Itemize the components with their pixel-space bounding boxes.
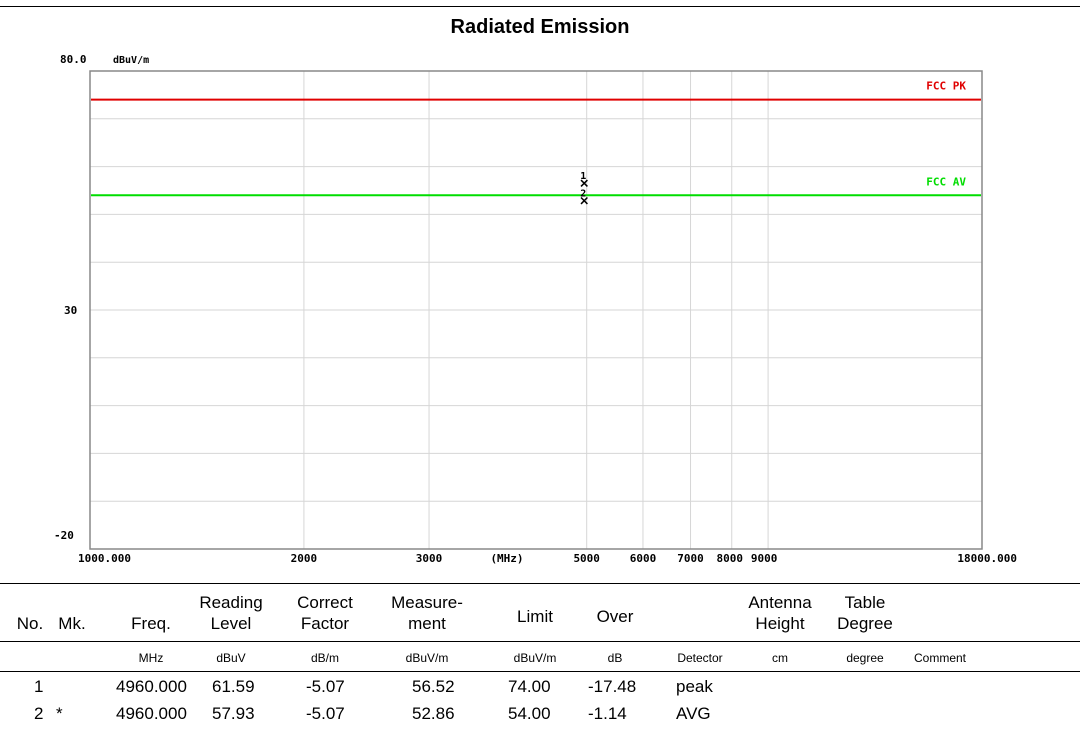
unit-comment: Comment (913, 651, 966, 665)
row-no: 2 (34, 704, 44, 723)
header-no: No. (16, 614, 44, 633)
header-limit: Limit (517, 607, 553, 626)
row-detector: AVG (676, 704, 711, 723)
unit-height: cm (772, 651, 788, 665)
header-reading-2: Level (210, 614, 252, 633)
x-tick-label: 2000 (291, 552, 318, 565)
row-measure: 56.52 (412, 677, 455, 696)
x-tick-label: 1000.000 (78, 552, 131, 565)
row-mk: * (56, 704, 63, 723)
header-antenna-2: Height (755, 614, 805, 633)
x-tick-label: 18000.000 (957, 552, 1017, 565)
chart-title: Radiated Emission (450, 16, 630, 38)
x-tick-label: 8000 (716, 552, 743, 565)
row-no: 1 (34, 677, 44, 696)
header-measure-1: Measure- (391, 593, 463, 612)
unit-limit: dBuV/m (513, 651, 557, 665)
row-detector: peak (676, 677, 713, 696)
row-limit: 74.00 (508, 677, 551, 696)
header-rule (0, 641, 1080, 642)
row-freq: 4960.000 (116, 704, 187, 723)
unit-measure: dBuV/m (405, 651, 449, 665)
unit-reading: dBuV (216, 651, 246, 665)
header-table-1: Table (844, 593, 886, 612)
x-tick-label: 5000 (573, 552, 600, 565)
row-freq: 4960.000 (116, 677, 187, 696)
row-correct: -5.07 (306, 677, 345, 696)
unit-over: dB (607, 651, 623, 665)
marker-label: 2 (580, 189, 586, 200)
plot-frame (89, 70, 983, 550)
x-tick-label: 6000 (630, 552, 657, 565)
y-tick-label: -20 (54, 529, 74, 542)
row-correct: -5.07 (306, 704, 345, 723)
header-antenna-1: Antenna (748, 593, 812, 612)
marker-point (580, 196, 588, 205)
y-tick-label: 80.0 (60, 53, 87, 66)
table-top-rule (0, 583, 1080, 584)
unit-degree: degree (846, 651, 884, 665)
header-measure-2: ment (408, 614, 446, 633)
y-tick-label: 30 (64, 304, 77, 317)
header-table-2: Degree (837, 614, 893, 633)
header-mk: Mk. (58, 614, 86, 633)
x-tick-label: 7000 (677, 552, 704, 565)
unit-freq: MHz (138, 651, 164, 665)
header-correct-1: Correct (297, 593, 353, 612)
x-tick-label: 3000 (416, 552, 443, 565)
header-correct-2: Factor (300, 614, 350, 633)
header-reading-1: Reading (199, 593, 263, 612)
marker-point (580, 179, 588, 187)
row-reading: 57.93 (212, 704, 255, 723)
marker-label: 1 (580, 171, 586, 182)
header-freq: Freq. (131, 614, 171, 633)
y-axis-label: dBuV/m (113, 55, 149, 66)
limit-line-label: FCC AV (926, 175, 966, 188)
top-rule (0, 6, 1080, 7)
unit-detector: Detector (677, 651, 723, 665)
unit-correct: dB/m (310, 651, 339, 665)
x-tick-label: 9000 (751, 552, 778, 565)
row-over: -1.14 (588, 704, 627, 723)
limit-line-label: FCC PK (926, 80, 966, 93)
row-limit: 54.00 (508, 704, 551, 723)
row-measure: 52.86 (412, 704, 455, 723)
radiated-emission-chart: FCC PK FCC AV 1 2 1000.000 2000 3000 5000 6000… (54, 53, 1017, 565)
row-reading: 61.59 (212, 677, 255, 696)
units-rule (0, 671, 1080, 672)
x-axis-label: (MHz) (490, 552, 523, 565)
row-over: -17.48 (588, 677, 637, 696)
header-over: Over (596, 607, 634, 626)
